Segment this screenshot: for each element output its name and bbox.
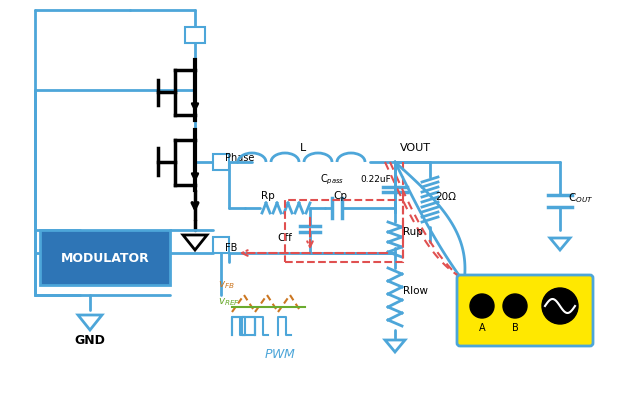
Text: MODULATOR: MODULATOR [61, 252, 150, 264]
Text: Rlow: Rlow [403, 286, 428, 296]
Circle shape [470, 294, 494, 318]
Text: Cff: Cff [277, 233, 292, 243]
FancyBboxPatch shape [457, 275, 593, 346]
Text: Cp: Cp [333, 191, 347, 201]
Text: B: B [512, 323, 519, 333]
Circle shape [503, 294, 527, 318]
Text: VOUT: VOUT [400, 143, 431, 153]
FancyBboxPatch shape [213, 154, 229, 170]
Text: Phase: Phase [225, 153, 255, 163]
Text: 0.22uF: 0.22uF [360, 176, 391, 184]
Text: GND: GND [75, 334, 106, 347]
Text: L: L [300, 143, 306, 153]
Text: Rp: Rp [261, 191, 275, 201]
FancyBboxPatch shape [185, 27, 205, 43]
FancyBboxPatch shape [213, 237, 229, 253]
Text: $v_{REF}$: $v_{REF}$ [218, 296, 240, 308]
Text: $v_{FB}$: $v_{FB}$ [218, 279, 235, 291]
Text: C$_{pass}$: C$_{pass}$ [320, 173, 345, 187]
Text: 20Ω: 20Ω [435, 192, 456, 202]
Text: C$_{OUT}$: C$_{OUT}$ [568, 191, 593, 205]
Text: $PWM$: $PWM$ [264, 349, 296, 362]
Circle shape [542, 288, 578, 324]
Text: Rup: Rup [403, 227, 423, 237]
Text: FB: FB [225, 243, 237, 253]
FancyBboxPatch shape [40, 230, 170, 285]
Text: A: A [479, 323, 486, 333]
